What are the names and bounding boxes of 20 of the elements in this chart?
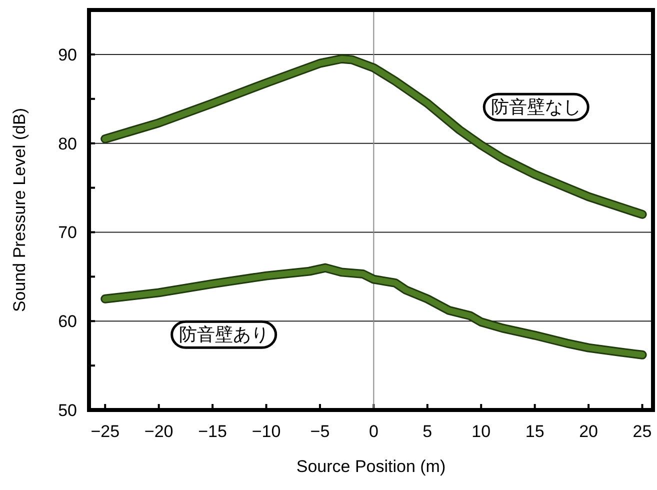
x-tick-label: 25	[632, 422, 652, 441]
x-tick-label: 15	[525, 422, 544, 441]
x-tick-label: −20	[144, 422, 174, 441]
x-tick-label: 0	[368, 422, 378, 441]
y-tick-label: 80	[58, 134, 77, 154]
y-tick-label: 50	[58, 401, 77, 420]
y-tick-label: 60	[58, 312, 77, 332]
x-tick-label: 10	[472, 422, 491, 441]
y-tick-label: 90	[58, 45, 77, 64]
x-tick-label: 20	[579, 422, 598, 441]
x-tick-label: −15	[198, 422, 227, 441]
x-tick-label: −10	[252, 422, 281, 441]
series-label: 防音壁なし	[491, 97, 582, 118]
x-tick-label: 5	[422, 422, 432, 441]
x-axis-title: Source Position (m)	[296, 457, 446, 476]
series-label: 防音壁あり	[178, 324, 269, 345]
y-axis-title: Sound Pressure Level (dB)	[10, 108, 29, 312]
y-tick-label: 70	[58, 223, 77, 242]
x-tick-label: −5	[310, 422, 330, 441]
x-tick-label: −25	[90, 422, 120, 441]
